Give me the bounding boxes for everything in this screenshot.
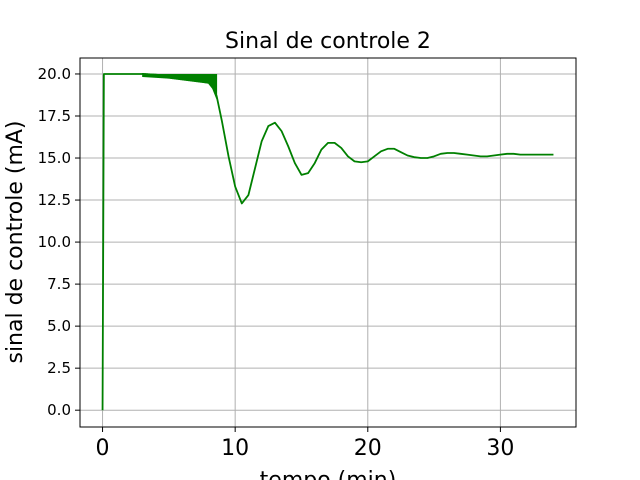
grid: [80, 58, 576, 427]
y-tick-label: 15.0: [38, 149, 71, 167]
y-tick-label: 17.5: [38, 107, 71, 125]
saturation-ripple: [141, 72, 218, 99]
x-tick-label: 30: [486, 436, 514, 461]
y-axis-label: sinal de controle (mA): [3, 120, 28, 363]
y-tick-label: 2.5: [47, 359, 71, 377]
y-tick-label: 20.0: [38, 65, 71, 83]
y-tick-label: 0.0: [47, 401, 71, 419]
x-axis-label: tempo (min): [260, 468, 397, 480]
x-tick-label: 0: [96, 436, 110, 461]
chart-title: Sinal de controle 2: [225, 29, 431, 54]
y-tick-label: 12.5: [38, 191, 71, 209]
y-tick-label: 7.5: [47, 275, 71, 293]
y-tick-label: 5.0: [47, 317, 71, 335]
y-tick-label: 10.0: [38, 233, 71, 251]
x-tick-label: 20: [354, 436, 382, 461]
ticks: 0 10 20 30 0.0 2.5 5.0 7.5 10.0 12.5 15.0 17.5 20.0: [38, 65, 515, 461]
x-tick-label: 10: [221, 436, 249, 461]
